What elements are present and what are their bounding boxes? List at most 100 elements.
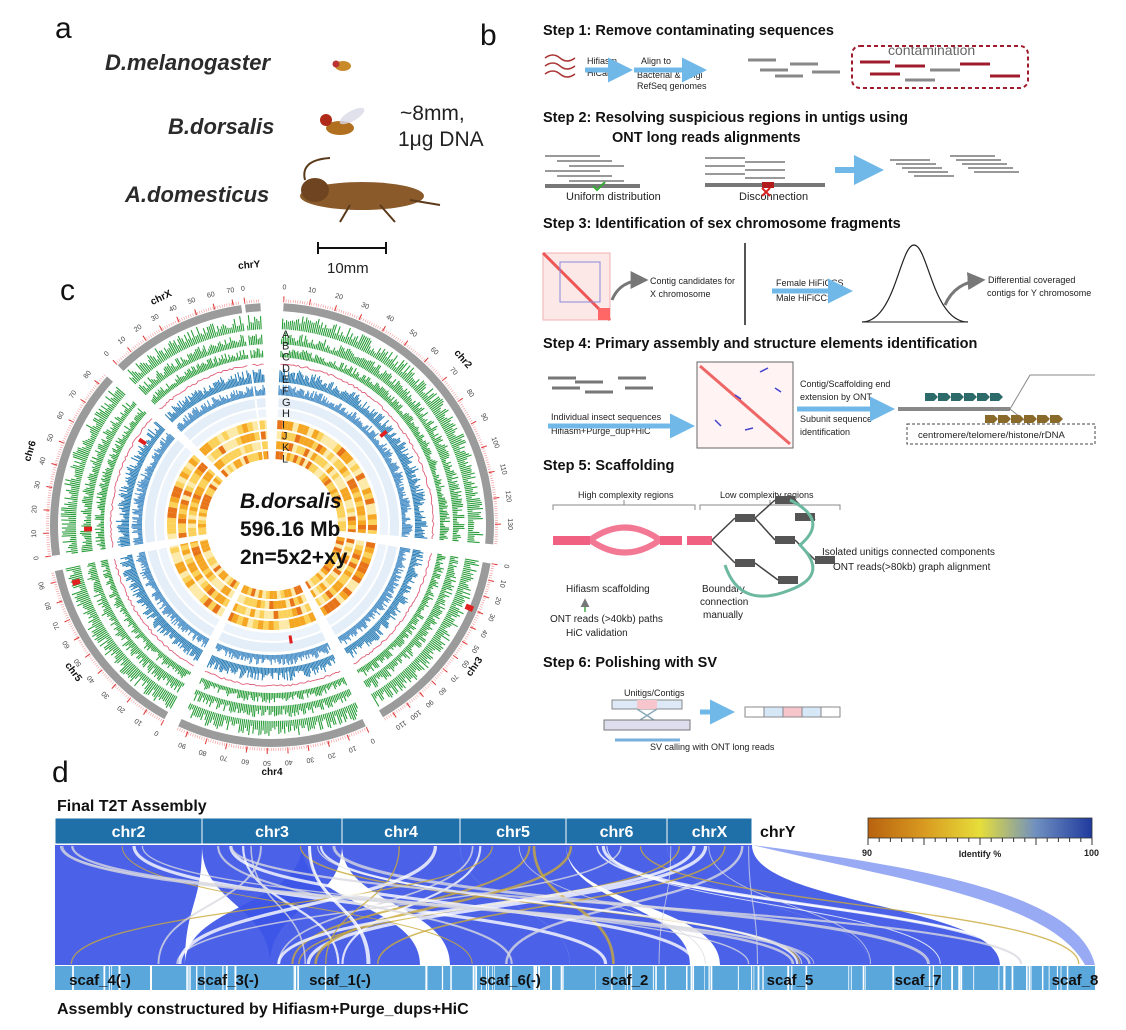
minor-tick (435, 371, 439, 375)
heat-cell (167, 512, 177, 519)
minor-tick (57, 453, 61, 455)
chromosome-block (54, 817, 203, 845)
minor-tick (106, 676, 110, 680)
minor-tick (152, 713, 155, 717)
heat-cell (184, 485, 195, 493)
minor-tick (80, 643, 84, 646)
minor-tick (487, 468, 491, 470)
minor-tick (480, 443, 484, 446)
graph-edge (588, 524, 662, 556)
track-ring (145, 440, 185, 543)
scaffold-label: scaf_2 (602, 972, 649, 989)
heat-cell (328, 468, 338, 478)
heat-cell (332, 443, 343, 454)
heat-cell (335, 539, 345, 546)
heat-cell (355, 472, 366, 482)
minor-tick (123, 693, 126, 696)
heat-cell (283, 442, 290, 451)
track-bars (199, 677, 348, 703)
synteny-line (708, 845, 872, 965)
minor-tick (447, 662, 450, 665)
minor-tick (419, 691, 423, 695)
minor-tick (451, 657, 455, 660)
minor-tick (359, 729, 362, 733)
heat-cell (331, 583, 341, 593)
minor-tick (95, 383, 99, 386)
heat-cell (230, 426, 240, 437)
minor-tick (79, 641, 83, 644)
center-title: 596.16 Mb (240, 518, 340, 541)
heat-cell (355, 500, 364, 508)
heat-cell (347, 525, 356, 530)
minor-tick (63, 437, 67, 440)
heat-cell (230, 613, 240, 624)
heat-cell (292, 596, 300, 606)
graph-node (775, 496, 795, 504)
minor-tick (156, 716, 159, 720)
minor-tick (65, 614, 69, 617)
tick-mark (143, 709, 148, 715)
polished-bar (782, 706, 803, 718)
tick-mark (307, 745, 310, 752)
minor-tick (478, 608, 482, 610)
heat-cell (199, 594, 210, 605)
minor-tick (52, 469, 56, 471)
tick-label: 30 (306, 755, 315, 763)
tick-label: 60 (206, 291, 215, 300)
heat-cell (324, 589, 334, 600)
minor-tick (490, 480, 494, 482)
tick-mark (58, 440, 65, 444)
minor-tick (101, 375, 105, 379)
label: Subunit sequence (800, 414, 872, 424)
heat-cell (327, 600, 337, 612)
minor-tick (192, 313, 194, 317)
heat-cell (277, 420, 283, 430)
heat-cell (169, 544, 179, 549)
heat-cell (203, 583, 213, 593)
heat-cell (312, 587, 321, 597)
heat-cell (202, 474, 212, 483)
minor-tick (214, 306, 217, 310)
species-name: B.dorsalis (168, 114, 274, 139)
repeat-arrow (1037, 415, 1050, 423)
heat-cell (211, 603, 222, 615)
cricket-icon (301, 178, 329, 202)
minor-tick (357, 730, 360, 734)
heat-cell (292, 454, 299, 464)
minor-tick (127, 351, 130, 354)
heat-cell (216, 433, 226, 444)
minor-tick (170, 322, 173, 326)
hic-block (559, 261, 601, 303)
minor-tick (407, 702, 410, 705)
tick-label: 10 (498, 579, 507, 588)
minor-tick (185, 315, 188, 319)
minor-tick (203, 737, 205, 741)
minor-tick (183, 730, 186, 734)
tick-mark (392, 712, 397, 718)
heat-cell (339, 450, 351, 461)
heat-cell (361, 556, 372, 565)
panel-title: Final T2T Assembly (57, 798, 207, 815)
chromosome-label: chrY (238, 259, 261, 272)
minor-tick (469, 420, 473, 422)
heat-cell (299, 604, 308, 614)
tick-label: 10 (133, 716, 143, 726)
minor-tick (383, 329, 386, 333)
heat-cell (287, 442, 294, 452)
tick-mark (158, 325, 163, 332)
minor-tick (477, 610, 481, 613)
minor-tick (54, 583, 58, 586)
minor-tick (61, 606, 65, 608)
minor-tick (52, 579, 56, 581)
minor-tick (118, 359, 121, 362)
heat-cell (220, 469, 229, 478)
tick-mark (194, 309, 198, 316)
repeat-arrow (985, 415, 998, 423)
minor-tick (317, 743, 319, 747)
heat-cell (313, 454, 322, 464)
heat-cell (312, 574, 321, 584)
minor-tick (449, 659, 453, 662)
label: Hifiasm scaffolding (566, 584, 650, 595)
minor-tick (434, 370, 437, 373)
minor-tick (387, 715, 390, 719)
